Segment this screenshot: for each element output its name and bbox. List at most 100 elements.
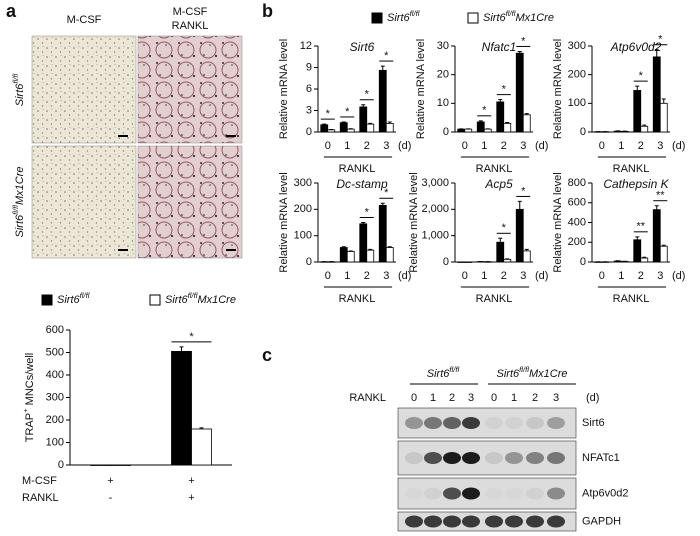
x-tick-label: 2 [364,140,370,152]
text-part: Sirt6 [497,368,521,380]
bar [476,121,485,133]
y-tick-label: 400 [568,216,586,228]
blot-band [485,515,503,528]
text-part: Sirt6 [57,294,81,306]
x-tick-label: 1 [618,140,624,152]
bar [652,209,661,263]
blot-band [405,488,423,500]
y-tick-label: 300 [294,177,312,189]
bar [659,245,668,263]
lane-label: 0 [491,392,497,404]
condition-label: M-CSF [22,475,57,487]
y-tick-label: 6 [306,83,312,95]
significance-label: * [482,105,487,117]
error-bar [179,346,184,352]
bar [339,122,348,133]
x-axis-label: RANKL [613,293,650,305]
significance-label: * [384,187,389,199]
y-tick-label: 1,000 [421,230,449,242]
bar [515,52,524,133]
lane-label: 3 [468,392,474,404]
y-tick-label: 12 [300,40,312,52]
blot-band [526,487,544,500]
error-bar [199,427,204,429]
text-part: Sirt6 [387,12,411,24]
y-tick-label: 30 [437,40,449,52]
blot-band [547,515,565,528]
bar [346,128,355,133]
error-bar [380,65,385,71]
bar [515,208,524,263]
bar [378,204,387,263]
bar [378,69,387,133]
x-tick-label: 2 [638,140,644,152]
x-tick-label: 3 [657,270,663,282]
x-unit: (d) [398,270,411,282]
y-tick-label: 300 [46,391,64,403]
bar-chart: 0 100 200 300 Relative mRNA level Atp6v0d2 0 1 2… [552,34,686,175]
text-part: Mx1Cre [14,167,26,206]
x-tick-label: 0 [599,270,605,282]
significance-label: * [639,70,644,82]
bar [339,247,348,263]
significance-label: * [345,106,350,118]
text-part: Sirt6 [427,368,451,380]
x-tick-label: 2 [501,270,507,282]
y-tick-label: 0 [580,126,586,138]
x-axis-label: RANKL [339,293,376,305]
bar [366,249,375,263]
x-tick-label: 2 [501,140,507,152]
x-tick-label: 3 [657,140,663,152]
text-part: Sirt6 [483,12,507,24]
chart-title: Dc-stamp [336,177,388,191]
error-bar [642,124,647,127]
blot-band [424,487,442,500]
blot-band [526,515,544,528]
blot-band [462,452,480,464]
significance-label: * [189,331,194,343]
significance-label: ** [636,221,645,233]
chart-title: Atp6v0d2 [610,40,662,54]
error-bar [322,123,327,125]
y-axis-label: Relative mRNA level [552,39,564,139]
bar [385,123,394,133]
panel-label: a [6,1,17,21]
legend: Sirt6fl/fl Sirt6fl/flMx1Cre [371,9,554,24]
lane-label: 0 [411,392,417,404]
y-tick-label: 100 [46,436,64,448]
significance-label: * [502,222,507,234]
y-tick-label: 300 [568,40,586,52]
protein-label: GAPDH [582,515,621,527]
y-tick-label: 100 [568,97,586,109]
error-bar [341,121,346,123]
text-part: TRAP [24,413,36,442]
error-bar [635,236,640,240]
x-tick-label: 1 [344,140,350,152]
blot-band [424,417,442,429]
x-tick-label: 2 [638,270,644,282]
y-axis-label: TRAP+ MNCs/well [21,353,36,442]
legend-label: Sirt6fl/flMx1Cre [483,9,554,24]
error-bar [368,248,373,251]
text-part: Sirt6 [14,214,26,238]
x-axis-label: RANKL [339,163,376,175]
error-bar [635,85,640,91]
blot-strip [397,477,577,510]
bar [464,128,473,133]
x-unit: (d) [672,140,685,152]
significance-label: * [384,50,389,62]
error-bar [498,237,503,243]
text-part: Mx1Cre [529,368,568,380]
x-tick-label: 0 [462,140,468,152]
error-bar [517,50,522,54]
blot-band [405,417,423,429]
y-tick-label: 800 [568,177,586,189]
error-bar [380,202,385,206]
x-axis-label: RANKL [613,163,650,175]
blot-band [547,417,565,429]
x-tick-label: 0 [325,140,331,152]
blot-band [424,515,442,528]
significance-label: * [521,185,526,197]
blot-strip [397,440,577,476]
